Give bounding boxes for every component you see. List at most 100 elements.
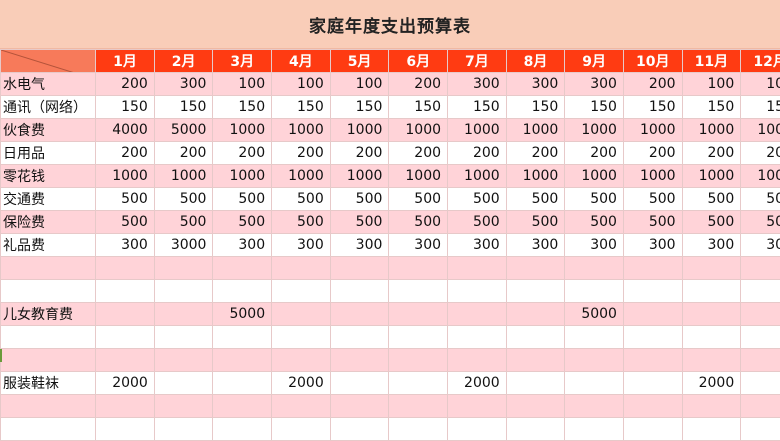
value-cell[interactable]: 500 [388, 210, 449, 234]
value-cell[interactable] [329, 279, 390, 303]
value-cell[interactable] [447, 279, 507, 303]
value-cell[interactable] [329, 394, 390, 418]
value-cell[interactable] [740, 325, 780, 349]
value-cell[interactable]: 1000 [564, 118, 624, 142]
value-cell[interactable] [505, 302, 566, 326]
value-cell[interactable]: 300 [271, 233, 331, 257]
value-cell[interactable]: 1000 [447, 118, 507, 142]
value-cell[interactable] [271, 256, 331, 280]
value-cell[interactable]: 1000 [505, 118, 566, 142]
row-label-cell[interactable]: 交通费 [0, 187, 97, 211]
value-cell[interactable] [681, 394, 742, 418]
value-cell[interactable] [388, 394, 449, 418]
value-cell[interactable] [740, 371, 780, 395]
value-cell[interactable]: 100 [329, 72, 390, 96]
value-cell[interactable] [740, 279, 780, 303]
value-cell[interactable]: 500 [681, 187, 742, 211]
value-cell[interactable]: 1000 [212, 164, 273, 188]
value-cell[interactable] [153, 348, 214, 372]
value-cell[interactable]: 5000 [153, 118, 214, 142]
value-cell[interactable] [388, 302, 449, 326]
value-cell[interactable]: 500 [740, 187, 780, 211]
value-cell[interactable]: 1000 [447, 164, 507, 188]
value-cell[interactable] [212, 394, 273, 418]
value-cell[interactable] [95, 279, 155, 303]
value-cell[interactable]: 300 [153, 72, 214, 96]
value-cell[interactable] [212, 348, 273, 372]
value-cell[interactable]: 100 [271, 72, 331, 96]
value-cell[interactable] [622, 302, 683, 326]
row-label-cell[interactable]: 伙食费 [0, 118, 97, 142]
value-cell[interactable]: 200 [622, 72, 683, 96]
value-cell[interactable]: 150 [622, 95, 683, 119]
value-cell[interactable]: 500 [505, 210, 566, 234]
value-cell[interactable]: 200 [212, 141, 273, 165]
value-cell[interactable]: 1000 [681, 118, 742, 142]
value-cell[interactable] [329, 325, 390, 349]
value-cell[interactable]: 150 [681, 95, 742, 119]
month-header[interactable]: 6月 [388, 49, 449, 73]
value-cell[interactable] [505, 256, 566, 280]
value-cell[interactable]: 1000 [153, 164, 214, 188]
value-cell[interactable]: 500 [388, 187, 449, 211]
value-cell[interactable]: 150 [329, 95, 390, 119]
value-cell[interactable] [740, 302, 780, 326]
value-cell[interactable]: 1000 [329, 118, 390, 142]
value-cell[interactable] [564, 394, 624, 418]
row-label-cell[interactable]: 礼品费 [0, 233, 97, 257]
value-cell[interactable]: 100 [681, 72, 742, 96]
value-cell[interactable] [681, 302, 742, 326]
row-label-cell[interactable] [0, 256, 97, 280]
value-cell[interactable]: 300 [622, 233, 683, 257]
value-cell[interactable]: 1000 [681, 164, 742, 188]
value-cell[interactable] [740, 417, 780, 441]
value-cell[interactable] [564, 417, 624, 441]
value-cell[interactable]: 300 [95, 233, 155, 257]
value-cell[interactable]: 500 [153, 187, 214, 211]
value-cell[interactable] [505, 371, 566, 395]
row-label-cell[interactable]: 日用品 [0, 141, 97, 165]
value-cell[interactable]: 150 [447, 95, 507, 119]
value-cell[interactable]: 2000 [447, 371, 507, 395]
value-cell[interactable]: 2000 [681, 371, 742, 395]
value-cell[interactable]: 200 [564, 141, 624, 165]
month-header[interactable]: 3月 [212, 49, 273, 73]
value-cell[interactable]: 200 [95, 141, 155, 165]
value-cell[interactable]: 150 [153, 95, 214, 119]
value-cell[interactable]: 5000 [212, 302, 273, 326]
value-cell[interactable] [212, 325, 273, 349]
value-cell[interactable] [153, 302, 214, 326]
value-cell[interactable]: 1000 [212, 118, 273, 142]
value-cell[interactable] [564, 325, 624, 349]
row-label-cell[interactable]: 零花钱 [0, 164, 97, 188]
row-label-cell[interactable]: 保险费 [0, 210, 97, 234]
value-cell[interactable] [95, 394, 155, 418]
value-cell[interactable]: 1000 [388, 118, 449, 142]
value-cell[interactable]: 200 [153, 141, 214, 165]
value-cell[interactable]: 1000 [740, 164, 780, 188]
value-cell[interactable] [153, 325, 214, 349]
value-cell[interactable]: 300 [447, 233, 507, 257]
value-cell[interactable]: 100 [212, 72, 273, 96]
value-cell[interactable]: 1000 [95, 164, 155, 188]
month-header[interactable]: 5月 [329, 49, 390, 73]
value-cell[interactable] [153, 256, 214, 280]
value-cell[interactable]: 200 [505, 141, 566, 165]
value-cell[interactable] [622, 325, 683, 349]
value-cell[interactable] [153, 394, 214, 418]
value-cell[interactable] [95, 325, 155, 349]
value-cell[interactable]: 1000 [622, 118, 683, 142]
month-header[interactable]: 7月 [447, 49, 507, 73]
value-cell[interactable]: 300 [212, 233, 273, 257]
value-cell[interactable]: 150 [505, 95, 566, 119]
value-cell[interactable] [505, 348, 566, 372]
value-cell[interactable] [740, 256, 780, 280]
value-cell[interactable] [505, 394, 566, 418]
value-cell[interactable] [447, 325, 507, 349]
row-label-cell[interactable]: 儿女教育费 [0, 302, 97, 326]
value-cell[interactable] [622, 417, 683, 441]
value-cell[interactable]: 500 [740, 210, 780, 234]
row-label-cell[interactable] [0, 394, 97, 418]
value-cell[interactable]: 300 [505, 233, 566, 257]
value-cell[interactable] [95, 417, 155, 441]
